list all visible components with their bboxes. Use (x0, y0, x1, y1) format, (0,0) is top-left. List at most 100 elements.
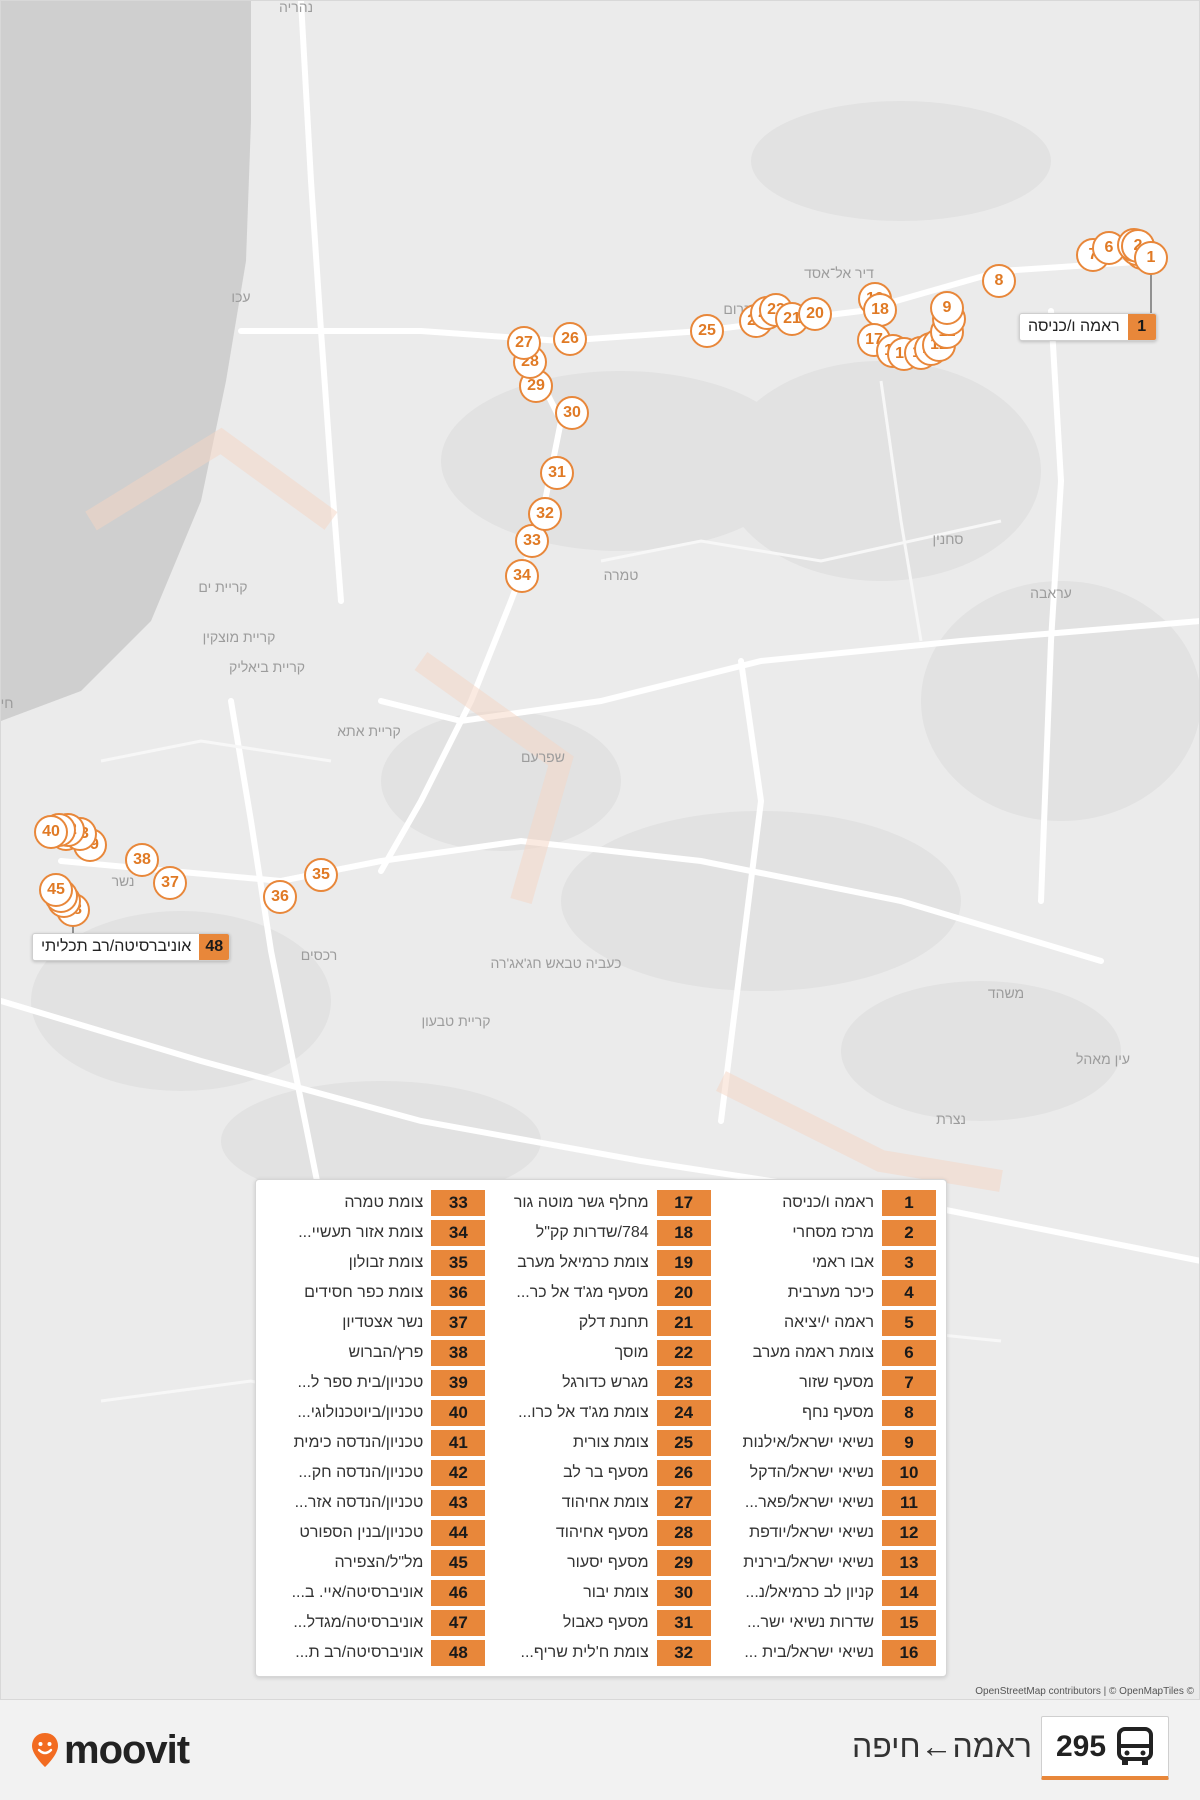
stop-marker[interactable]: 20 (798, 297, 832, 331)
end-stop-name: אוניברסיטה/רב תכליתי (41, 938, 192, 955)
place-label: כעביה טבאש חג'אג'רה (490, 955, 622, 971)
legend-row[interactable]: 4 כיכר מערבית (717, 1278, 936, 1308)
legend-row[interactable]: 41 טכניון/הנדסה כימית (266, 1428, 486, 1458)
place-label: דיר אל־אסד (804, 265, 874, 281)
stop-marker[interactable]: 40 (34, 815, 68, 849)
legend-stop-number: 20 (656, 1280, 711, 1306)
legend-column: 17 מחלף גשר מוטה גור 18 784/שדרות קק"ל 19 צומ… (491, 1188, 711, 1668)
legend-row[interactable]: 40 טכניון/ביוטכנולוגי... (266, 1398, 486, 1428)
legend-row[interactable]: 25 צומת צורית (491, 1428, 711, 1458)
legend-row[interactable]: 2 מרכז מסחרי (717, 1218, 936, 1248)
legend-row[interactable]: 44 טכניון/בנין הספורט (266, 1518, 486, 1548)
legend-row[interactable]: 10 נשיאי ישראל/הדקל (717, 1458, 936, 1488)
place-label: נהריה (278, 0, 314, 15)
legend-row[interactable]: 26 מסעף בר לב (491, 1458, 711, 1488)
legend-row[interactable]: 3 אבו ראמי (717, 1248, 936, 1278)
legend-stop-number: 2 (882, 1220, 936, 1246)
stop-marker[interactable]: 30 (555, 396, 589, 430)
legend-stop-number: 42 (431, 1460, 486, 1486)
legend-stop-number: 29 (656, 1550, 711, 1576)
stop-marker[interactable]: 36 (263, 880, 297, 914)
legend-row[interactable]: 36 צומת כפר חסידים (266, 1278, 486, 1308)
legend-stop-name: פרץ/הברוש (348, 1344, 424, 1361)
map-attribution[interactable]: OpenStreetMap contributors | © OpenMapTi… (975, 1686, 1194, 1697)
stop-marker[interactable]: 1 (1134, 241, 1168, 275)
legend-row[interactable]: 22 מוסך (491, 1338, 711, 1368)
stop-marker[interactable]: 18 (863, 293, 897, 327)
legend-row[interactable]: 13 נשיאי ישראל/בירנית (717, 1548, 936, 1578)
stop-marker[interactable]: 27 (507, 326, 541, 360)
legend-row[interactable]: 21 תחנת דלק (491, 1308, 711, 1338)
legend-row[interactable]: 30 צומת יבור (491, 1578, 711, 1608)
stop-marker[interactable]: 26 (553, 322, 587, 356)
legend-stop-name: ראמה י/יציאה (784, 1314, 874, 1331)
legend-stop-name: נשיאי ישראל/בירנית (743, 1554, 874, 1571)
legend-row[interactable]: 45 מל"ל/הצפירה (266, 1548, 486, 1578)
moovit-logo[interactable]: moovit (30, 1728, 190, 1772)
legend-row[interactable]: 31 מסעף כאבול (491, 1608, 711, 1638)
stop-marker[interactable]: 32 (528, 497, 562, 531)
legend-row[interactable]: 1 ראמה ו/כניסה (717, 1188, 936, 1218)
legend-row[interactable]: 15 שדרות נשיאי ישר... (717, 1608, 936, 1638)
legend-stop-name: נשיאי ישראל/אילנות (742, 1434, 874, 1451)
stop-marker[interactable]: 8 (982, 264, 1016, 298)
legend-row[interactable]: 19 צומת כרמיאל מערב (491, 1248, 711, 1278)
legend-row[interactable]: 48 אוניברסיטה/רב ת... (266, 1638, 486, 1668)
legend-stop-name: מסעף שזור (799, 1374, 874, 1391)
legend-row[interactable]: 27 צומת אחיהוד (491, 1488, 711, 1518)
legend-row[interactable]: 38 פרץ/הברוש (266, 1338, 486, 1368)
end-stop-callout[interactable]: 48 אוניברסיטה/רב תכליתי (32, 933, 231, 961)
legend-row[interactable]: 14 קניון לב כרמיאל/נ... (717, 1578, 936, 1608)
legend-stop-number: 38 (431, 1340, 486, 1366)
end-stop-number: 48 (199, 934, 230, 960)
legend-stop-number: 11 (882, 1490, 936, 1516)
legend-row[interactable]: 6 צומת ראמה מערב (717, 1338, 936, 1368)
legend-row[interactable]: 46 אוניברסיטה/איי. ב... (266, 1578, 486, 1608)
legend-stop-number: 19 (656, 1250, 711, 1276)
legend-row[interactable]: 7 מסעף שזור (717, 1368, 936, 1398)
legend-stop-name: נשיאי ישראל/בית ... (744, 1644, 874, 1661)
legend-stop-name: טכניון/ביוטכנולוגי... (297, 1404, 424, 1421)
legend-row[interactable]: 42 טכניון/הנדסה חק... (266, 1458, 486, 1488)
legend-row[interactable]: 18 784/שדרות קק"ל (491, 1218, 711, 1248)
legend-stop-name: מגרש כדורגל (562, 1374, 649, 1391)
legend-stop-number: 30 (656, 1580, 711, 1606)
stop-marker[interactable]: 34 (505, 559, 539, 593)
legend-row[interactable]: 34 צומת אזור תעשיי... (266, 1218, 486, 1248)
place-label: טמרה (603, 567, 639, 583)
legend-row[interactable]: 47 אוניברסיטה/מגדל... (266, 1608, 486, 1638)
legend-stop-name: אוניברסיטה/איי. ב... (291, 1584, 424, 1601)
legend-row[interactable]: 11 נשיאי ישראל/פאר... (717, 1488, 936, 1518)
legend-row[interactable]: 43 טכניון/הנדסה אזר... (266, 1488, 486, 1518)
legend-row[interactable]: 16 נשיאי ישראל/בית ... (717, 1638, 936, 1668)
legend-row[interactable]: 32 צומת ח'לית שריף... (491, 1638, 711, 1668)
legend-row[interactable]: 39 טכניון/בית ספר ל... (266, 1368, 486, 1398)
stop-marker[interactable]: 38 (125, 843, 159, 877)
stop-marker[interactable]: 31 (540, 456, 574, 490)
legend-row[interactable]: 29 מסעף יסעור (491, 1548, 711, 1578)
legend-stop-name: מסעף מג'ד אל כר... (516, 1284, 649, 1301)
legend-row[interactable]: 35 צומת זבולון (266, 1248, 486, 1278)
legend-row[interactable]: 8 מסעף נחף (717, 1398, 936, 1428)
stop-marker[interactable]: 45 (39, 873, 73, 907)
legend-row[interactable]: 12 נשיאי ישראל/יודפת (717, 1518, 936, 1548)
legend-stop-number: 40 (431, 1400, 486, 1426)
legend-row[interactable]: 28 מסעף אחיהוד (491, 1518, 711, 1548)
legend-row[interactable]: 37 נשר אצטדיון (266, 1308, 486, 1338)
stop-marker[interactable]: 35 (304, 858, 338, 892)
legend-row[interactable]: 33 צומת טמרה (266, 1188, 486, 1218)
legend-stop-number: 4 (882, 1280, 936, 1306)
legend-row[interactable]: 23 מגרש כדורגל (491, 1368, 711, 1398)
stop-marker[interactable]: 9 (930, 291, 964, 325)
legend-row[interactable]: 24 צומת מג'ד אל כרו... (491, 1398, 711, 1428)
legend-stop-number: 15 (882, 1610, 936, 1636)
stop-marker[interactable]: 25 (690, 314, 724, 348)
legend-row[interactable]: 17 מחלף גשר מוטה גור (491, 1188, 711, 1218)
legend-row[interactable]: 5 ראמה י/יציאה (717, 1308, 936, 1338)
stop-marker[interactable]: 37 (153, 866, 187, 900)
start-stop-callout[interactable]: 1 ראמה ו/כניסה (1019, 313, 1157, 341)
legend-row[interactable]: 20 מסעף מג'ד אל כר... (491, 1278, 711, 1308)
legend-stop-name: טכניון/הנדסה חק... (298, 1464, 424, 1481)
legend-row[interactable]: 9 נשיאי ישראל/אילנות (717, 1428, 936, 1458)
